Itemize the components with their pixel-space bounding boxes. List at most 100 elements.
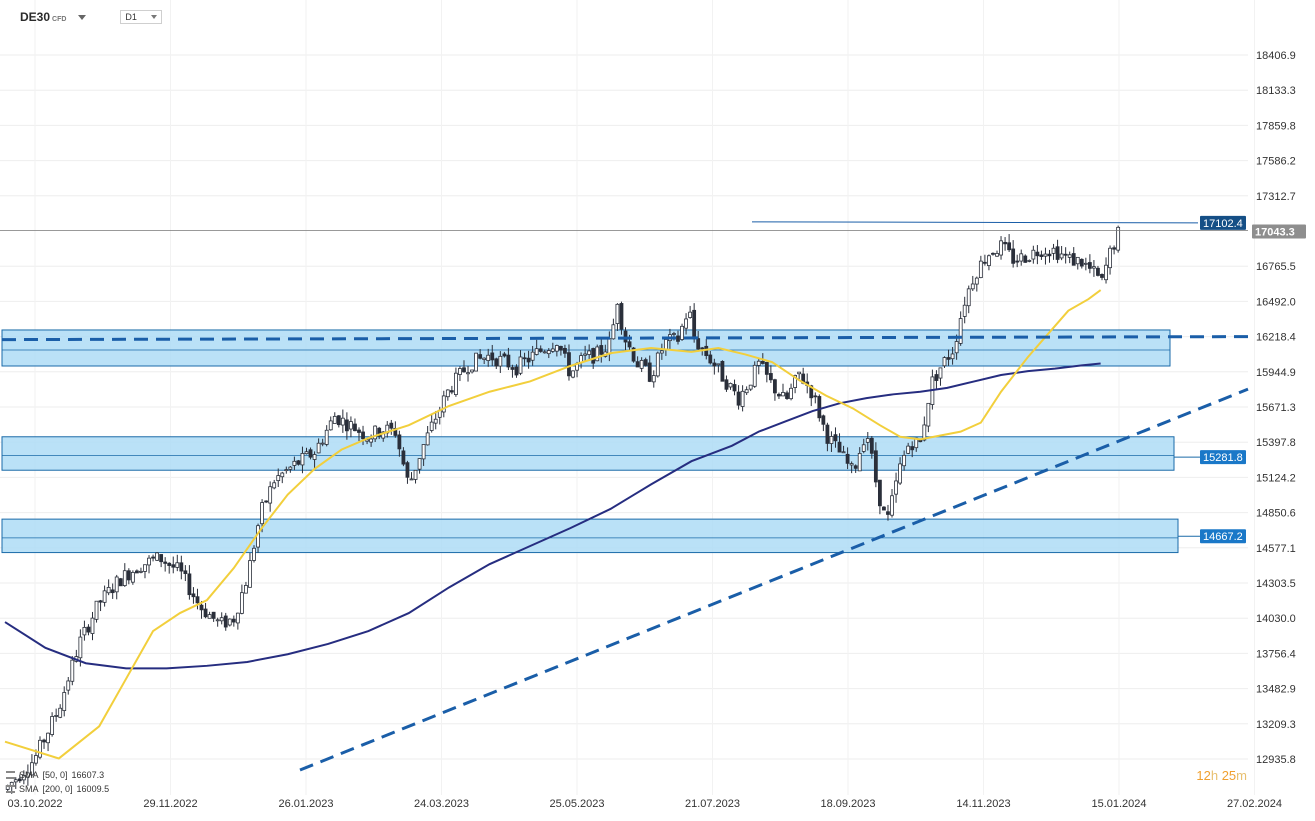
candle	[773, 378, 777, 401]
countdown-minutes-unit: m	[1236, 768, 1247, 783]
candle	[429, 413, 434, 433]
candle	[1055, 239, 1060, 264]
symbol-selector[interactable]: DE30 CFD	[20, 10, 66, 24]
candle	[1019, 249, 1024, 266]
candle	[353, 418, 357, 432]
candle	[328, 416, 333, 431]
candle	[554, 344, 559, 357]
candle	[441, 390, 446, 418]
candle	[486, 348, 491, 367]
candle	[70, 656, 75, 686]
sma50-line	[4, 289, 1102, 760]
settings-icon[interactable]	[6, 771, 15, 779]
indicator-name: SMA	[19, 770, 39, 780]
zone-price-tag: 14667.2	[1203, 531, 1243, 543]
candle	[991, 252, 995, 256]
candle	[1035, 245, 1040, 265]
candle	[1100, 273, 1104, 281]
candle	[349, 416, 353, 438]
y-tick-label: 15671.3	[1256, 402, 1296, 414]
chevron-down-icon[interactable]	[78, 14, 87, 20]
candle	[538, 345, 543, 353]
candle	[1092, 260, 1096, 277]
candle	[740, 385, 745, 412]
candle	[207, 611, 212, 619]
candle	[950, 347, 955, 365]
candle	[647, 355, 652, 383]
symbol-name: DE30	[20, 10, 51, 24]
sma200-line	[4, 362, 1101, 670]
candle	[114, 574, 119, 600]
candle	[187, 565, 192, 600]
candle	[118, 577, 123, 587]
candle	[817, 394, 822, 422]
candle	[264, 500, 269, 504]
candle	[316, 438, 321, 454]
candle	[563, 344, 567, 358]
y-tick-label: 14577.1	[1256, 543, 1296, 555]
candle	[845, 447, 850, 470]
candle	[147, 555, 151, 574]
candle	[336, 414, 341, 428]
candle	[445, 389, 450, 401]
candle	[413, 469, 418, 484]
candle	[841, 445, 846, 454]
zone-price-tag-bg	[1200, 450, 1246, 465]
candle	[942, 356, 947, 368]
support-zone	[1, 518, 1179, 554]
candle	[219, 612, 224, 625]
y-tick-label: 14030.0	[1256, 613, 1296, 625]
candle	[397, 430, 402, 457]
candle	[377, 426, 382, 440]
candle	[797, 371, 802, 380]
zone-price-tag: 15281.8	[1203, 452, 1243, 464]
candle	[454, 367, 458, 397]
candle	[458, 366, 462, 382]
candle	[962, 296, 967, 324]
candle	[1023, 254, 1028, 263]
countdown-minutes: 25	[1221, 768, 1237, 783]
candle	[785, 390, 789, 400]
candle	[958, 311, 963, 346]
zone-price-tag-bg	[1200, 529, 1246, 544]
candle	[155, 552, 159, 561]
candle	[768, 365, 773, 383]
candle	[195, 588, 200, 610]
candle	[869, 436, 874, 459]
candle	[1007, 234, 1012, 252]
candle	[235, 612, 240, 630]
candle	[102, 585, 107, 607]
x-tick-label: 18.09.2023	[820, 798, 875, 810]
candle	[252, 545, 256, 563]
candle	[970, 275, 975, 291]
candle	[655, 351, 660, 378]
timeframe-dropdown[interactable]: D1	[120, 10, 162, 24]
indicator-legend-sma200[interactable]: SMA [200, 0] 16009.5	[6, 784, 109, 794]
candle	[191, 587, 196, 604]
indicator-legend-sma50[interactable]: SMA [50, 0] 16607.3	[6, 770, 104, 780]
candle	[62, 686, 67, 717]
candle	[978, 255, 983, 279]
y-tick-label: 15944.9	[1256, 367, 1296, 379]
candle	[999, 236, 1003, 260]
candle	[38, 736, 42, 760]
candle	[1083, 257, 1088, 271]
candle	[30, 754, 34, 777]
candle	[910, 441, 915, 458]
current-price-tag: 17043.3	[1255, 226, 1295, 238]
settings-icon[interactable]	[6, 785, 15, 793]
chart-toolbar: DE30 CFD D1	[20, 10, 162, 24]
candle	[54, 708, 59, 722]
chevron-down-icon	[150, 15, 157, 19]
candle	[296, 459, 301, 466]
candle	[684, 313, 688, 335]
y-tick-label: 12935.8	[1256, 754, 1296, 766]
candle	[175, 554, 180, 572]
candle	[490, 344, 495, 366]
candle	[167, 562, 172, 574]
candle	[482, 357, 487, 365]
candle	[401, 447, 406, 467]
candle	[1067, 251, 1072, 264]
candle	[1003, 237, 1007, 251]
